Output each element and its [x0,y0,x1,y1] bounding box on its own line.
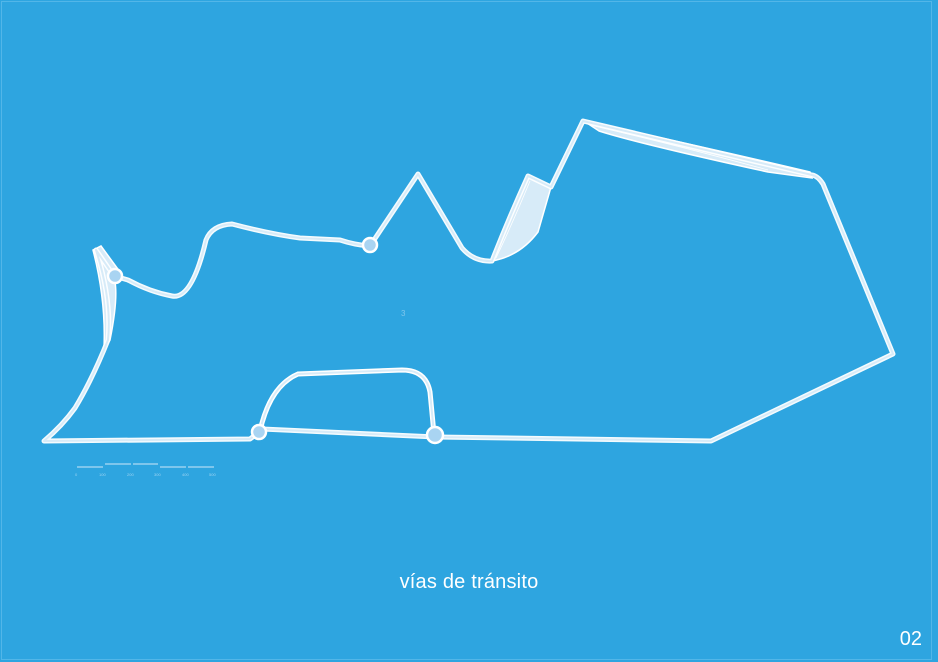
scale-label: 300 [154,472,161,477]
east-wedge-lane-line [589,124,769,171]
scale-label: 400 [182,472,189,477]
roundabout-node-southwest [250,423,268,441]
south-connector-inner-lane [259,368,435,435]
roundabout-node-west [106,267,124,285]
scale-label: 500 [209,472,216,477]
roundabout-node-north [361,236,379,254]
center-wedge-lane-line [495,180,531,259]
south-connector-road [257,367,437,437]
scale-label: 100 [99,472,106,477]
scale-bar [77,463,214,468]
scale-label: 0 [75,472,78,477]
scale-label: 200 [127,472,134,477]
page-number: 02 [899,628,922,650]
center-mark: 3 [401,309,406,318]
main-ring-road-inner-lane [43,120,894,442]
roundabout-node-southeast [425,425,445,445]
diagram-caption: vías de tránsito [399,571,539,593]
